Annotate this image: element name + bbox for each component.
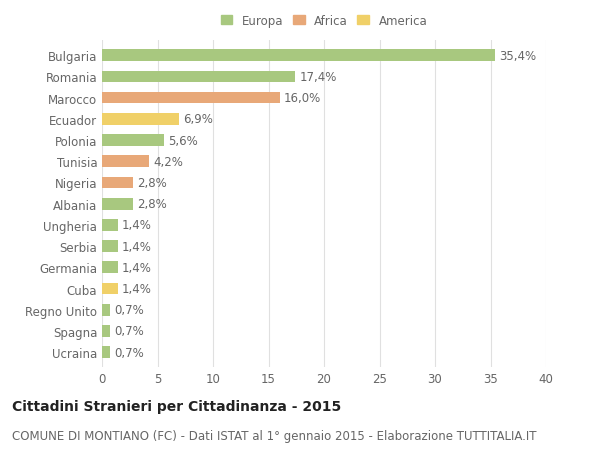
Bar (102, 114, 179, 125)
Text: 1,4%: 1,4% (122, 282, 152, 296)
Text: 0,7%: 0,7% (114, 346, 144, 359)
Bar (102, 347, 110, 358)
Text: 5,6%: 5,6% (169, 134, 199, 147)
Bar (102, 156, 149, 168)
Text: 2,8%: 2,8% (137, 177, 167, 190)
Text: 0,7%: 0,7% (114, 303, 144, 317)
Bar (102, 177, 133, 189)
Legend: Europa, Africa, America: Europa, Africa, America (221, 15, 427, 28)
Text: 17,4%: 17,4% (299, 71, 337, 84)
Bar (102, 135, 164, 146)
Text: 1,4%: 1,4% (122, 219, 152, 232)
Text: 35,4%: 35,4% (499, 50, 536, 62)
Text: COMUNE DI MONTIANO (FC) - Dati ISTAT al 1° gennaio 2015 - Elaborazione TUTTITALI: COMUNE DI MONTIANO (FC) - Dati ISTAT al … (12, 429, 536, 442)
Text: Cittadini Stranieri per Cittadinanza - 2015: Cittadini Stranieri per Cittadinanza - 2… (12, 399, 341, 413)
Bar (102, 198, 133, 210)
Text: 16,0%: 16,0% (284, 92, 321, 105)
Bar (102, 72, 295, 83)
Text: 1,4%: 1,4% (122, 240, 152, 253)
Text: 0,7%: 0,7% (114, 325, 144, 338)
Bar (102, 50, 495, 62)
Text: 1,4%: 1,4% (122, 261, 152, 274)
Bar (102, 262, 118, 274)
Bar (102, 325, 110, 337)
Text: 2,8%: 2,8% (137, 198, 167, 211)
Text: 4,2%: 4,2% (153, 156, 183, 168)
Bar (102, 304, 110, 316)
Bar (102, 219, 118, 231)
Bar (102, 93, 280, 104)
Bar (102, 283, 118, 295)
Text: 6,9%: 6,9% (183, 113, 213, 126)
Bar (102, 241, 118, 252)
